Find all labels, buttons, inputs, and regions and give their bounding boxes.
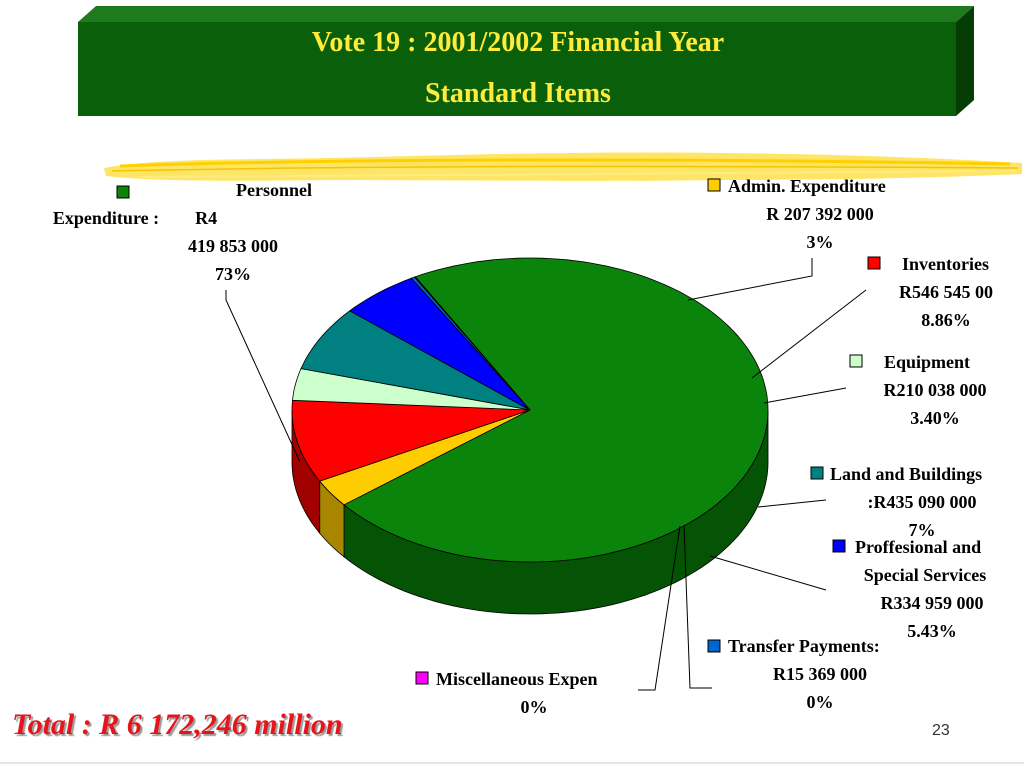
slice-label-proffesional-and-special-services-line-1: Proffesional and	[855, 537, 981, 557]
pie-slice-personnel-expenditure	[343, 257, 769, 563]
chart-title-line-1: Vote 19 : 2001/2002 Financial Year	[311, 27, 725, 58]
slice-label-land-and-buildings-line-2: :R435 090 000	[868, 492, 977, 512]
legend-swatch-equipment	[849, 354, 863, 368]
bottom-rule	[0, 762, 1024, 764]
leader-line-proffesional-and-special-services	[709, 555, 827, 591]
slice-label-personnel-expenditure-line-2: Expenditure : R4	[53, 208, 217, 228]
legend-swatch-miscellaneous-expen	[415, 671, 429, 685]
pie-slice-land-and-buildings	[300, 310, 531, 411]
legend-swatch-inventories	[867, 256, 881, 270]
legend-swatch-proffesional-and-special-services	[832, 539, 846, 553]
slice-label-transfer-payments-line-1: Transfer Payments:	[728, 636, 880, 656]
slice-label-inventories-line-2: R546 545 00	[899, 282, 993, 302]
leader-line-transfer-payments	[683, 524, 712, 689]
leader-line-admin-expenditure	[687, 258, 813, 301]
total-amount: Total : R 6 172,246 million	[12, 708, 343, 741]
pie-slice-inventories	[291, 399, 531, 482]
slice-label-personnel-expenditure-line-1: Personnel	[236, 180, 312, 200]
legend-swatch-land-and-buildings	[810, 466, 824, 480]
slice-label-inventories-line-3: 8.86%	[921, 310, 971, 330]
slice-label-inventories-line-1: Inventories	[902, 254, 989, 274]
legend-swatch-transfer-payments	[707, 639, 721, 653]
slice-label-proffesional-and-special-services-line-2: Special Services	[864, 565, 986, 585]
yellow-brush-stroke	[104, 152, 1022, 181]
slice-label-admin-expenditure-line-3: 3%	[807, 232, 834, 252]
leader-lines	[225, 258, 867, 691]
pie-slice-admin-expenditure	[319, 409, 531, 506]
slice-label-equipment-line-2: R210 038 000	[884, 380, 987, 400]
slice-label-transfer-payments-line-3: 0%	[807, 692, 834, 712]
leader-line-miscellaneous-expen	[638, 525, 681, 691]
banner-side-bevel	[956, 6, 974, 116]
pie-slice-proffesional-and-special-services	[348, 277, 531, 411]
slice-labels: Personnel Expenditure : R4 419 853 000 73% A…	[53, 176, 993, 717]
legend-swatch-admin-expenditure	[707, 178, 721, 192]
slice-label-personnel-expenditure-line-4: 73%	[215, 264, 251, 284]
slice-label-miscellaneous-expen-line-2: 0%	[521, 697, 548, 717]
slice-label-equipment-line-3: 3.40%	[910, 408, 960, 428]
leader-line-land-and-buildings	[757, 499, 827, 508]
slice-label-personnel-expenditure-line-3: 419 853 000	[188, 236, 278, 256]
slice-label-proffesional-and-special-services-line-4: 5.43%	[907, 621, 957, 641]
leader-line-personnel-expenditure	[225, 290, 301, 463]
pie-top-faces	[291, 257, 769, 563]
slice-label-miscellaneous-expen-line-1: Miscellaneous Expen	[436, 669, 598, 689]
pie-slice-miscellaneous-expen	[413, 276, 531, 411]
banner-face	[78, 22, 956, 116]
leader-line-inventories	[751, 289, 867, 379]
banner-top-bevel	[78, 6, 974, 22]
chart-title-line-2: Standard Items	[425, 78, 611, 109]
slice-label-transfer-payments-line-2: R15 369 000	[773, 664, 867, 684]
slice-label-proffesional-and-special-services-line-3: R334 959 000	[881, 593, 984, 613]
slice-label-land-and-buildings-line-3: 7%	[909, 520, 936, 540]
title-banner	[78, 6, 974, 116]
slice-label-equipment-line-1: Equipment	[884, 352, 970, 372]
slice-label-admin-expenditure-line-2: R 207 392 000	[766, 204, 874, 224]
leader-line-equipment	[763, 387, 847, 404]
slice-label-admin-expenditure-line-1: Admin. Expenditure	[728, 176, 886, 196]
legend-swatch-personnel-expenditure	[116, 185, 130, 199]
page-number: 23	[932, 722, 950, 739]
slice-label-land-and-buildings-line-1: Land and Buildings	[830, 464, 982, 484]
